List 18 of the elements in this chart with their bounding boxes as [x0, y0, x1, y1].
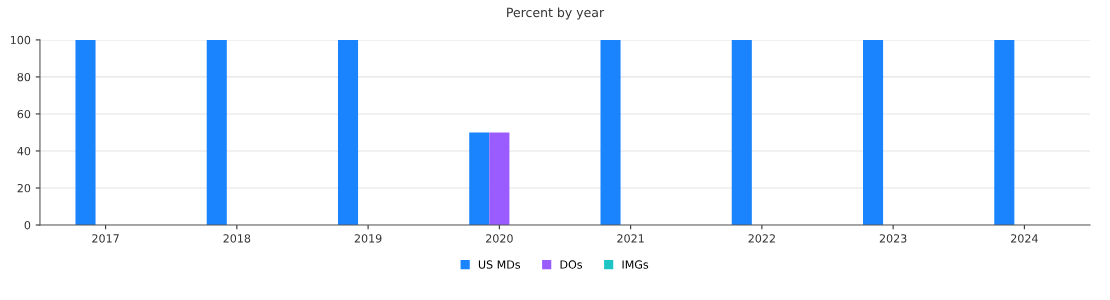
x-tick-label: 2021: [617, 234, 644, 243]
x-tick-label: 2023: [879, 234, 907, 243]
y-tick-label: 20: [17, 183, 31, 193]
y-tick-label: 60: [17, 109, 31, 119]
legend-label: DOs: [560, 260, 583, 269]
x-tick-label: 2020: [486, 234, 513, 243]
chart-title: Percent by year: [507, 7, 605, 20]
x-tick-label: 2018: [223, 234, 251, 243]
y-tick-label: 40: [17, 146, 31, 156]
x-tick-label: 2024: [1011, 234, 1038, 243]
x-tick-label: 2022: [748, 234, 775, 243]
y-tick-label: 0: [24, 220, 31, 230]
legend-label: US MDs: [478, 260, 521, 269]
x-tick-label: 2019: [354, 234, 382, 243]
legend-label: IMGs: [622, 260, 649, 269]
y-tick-label: 80: [17, 72, 31, 82]
y-tick-label: 100: [10, 35, 31, 45]
x-tick-label: 2017: [92, 234, 119, 243]
